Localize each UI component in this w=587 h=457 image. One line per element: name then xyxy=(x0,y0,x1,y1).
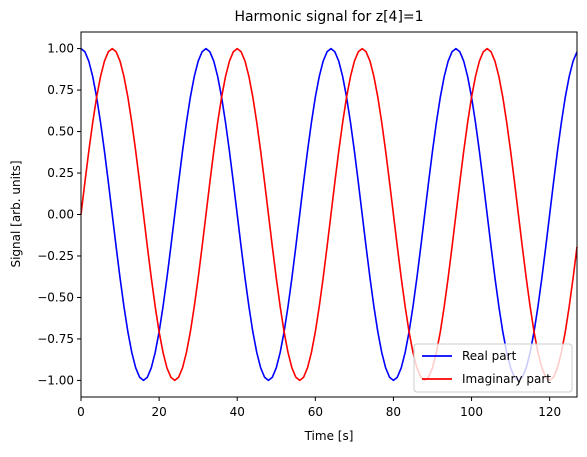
y-axis-label: Signal [arb. units] xyxy=(9,160,23,267)
x-tick-label: 40 xyxy=(230,405,245,419)
x-tick-label: 120 xyxy=(538,405,561,419)
y-tick-label: 0.75 xyxy=(47,83,74,97)
x-axis-label: Time [s] xyxy=(304,429,354,443)
x-tick-label: 100 xyxy=(460,405,483,419)
x-tick-label: 20 xyxy=(151,405,166,419)
series-layer xyxy=(80,47,578,382)
y-axis-ticks: −1.00 −0.75 −0.50 −0.25 0.00 0.25 0.50 0.75 1.00 xyxy=(37,42,81,387)
y-tick-label: −0.25 xyxy=(37,249,74,263)
y-tick-label: −0.50 xyxy=(37,290,74,304)
x-axis-ticks: 0 20 40 60 80 100 120 xyxy=(77,397,561,419)
y-tick-label: −0.75 xyxy=(37,332,74,346)
y-tick-label: 0.25 xyxy=(47,166,74,180)
x-tick-label: 80 xyxy=(386,405,401,419)
legend-box xyxy=(413,343,573,393)
legend: Real part Imaginary part xyxy=(413,343,573,393)
x-tick-label: 0 xyxy=(77,405,85,419)
legend-label-imaginary-part: Imaginary part xyxy=(462,372,551,386)
y-tick-label: 1.00 xyxy=(47,42,74,56)
y-tick-label: 0.50 xyxy=(47,125,74,139)
series-line-real-part xyxy=(80,47,578,382)
series-line-imaginary-part xyxy=(80,47,578,382)
plot-frame xyxy=(80,31,578,398)
y-tick-label: 0.00 xyxy=(47,208,74,222)
legend-label-real-part: Real part xyxy=(462,349,517,363)
chart-title: Harmonic signal for z[4]=1 xyxy=(234,9,423,25)
x-tick-label: 60 xyxy=(308,405,323,419)
y-tick-label: −1.00 xyxy=(37,373,74,387)
